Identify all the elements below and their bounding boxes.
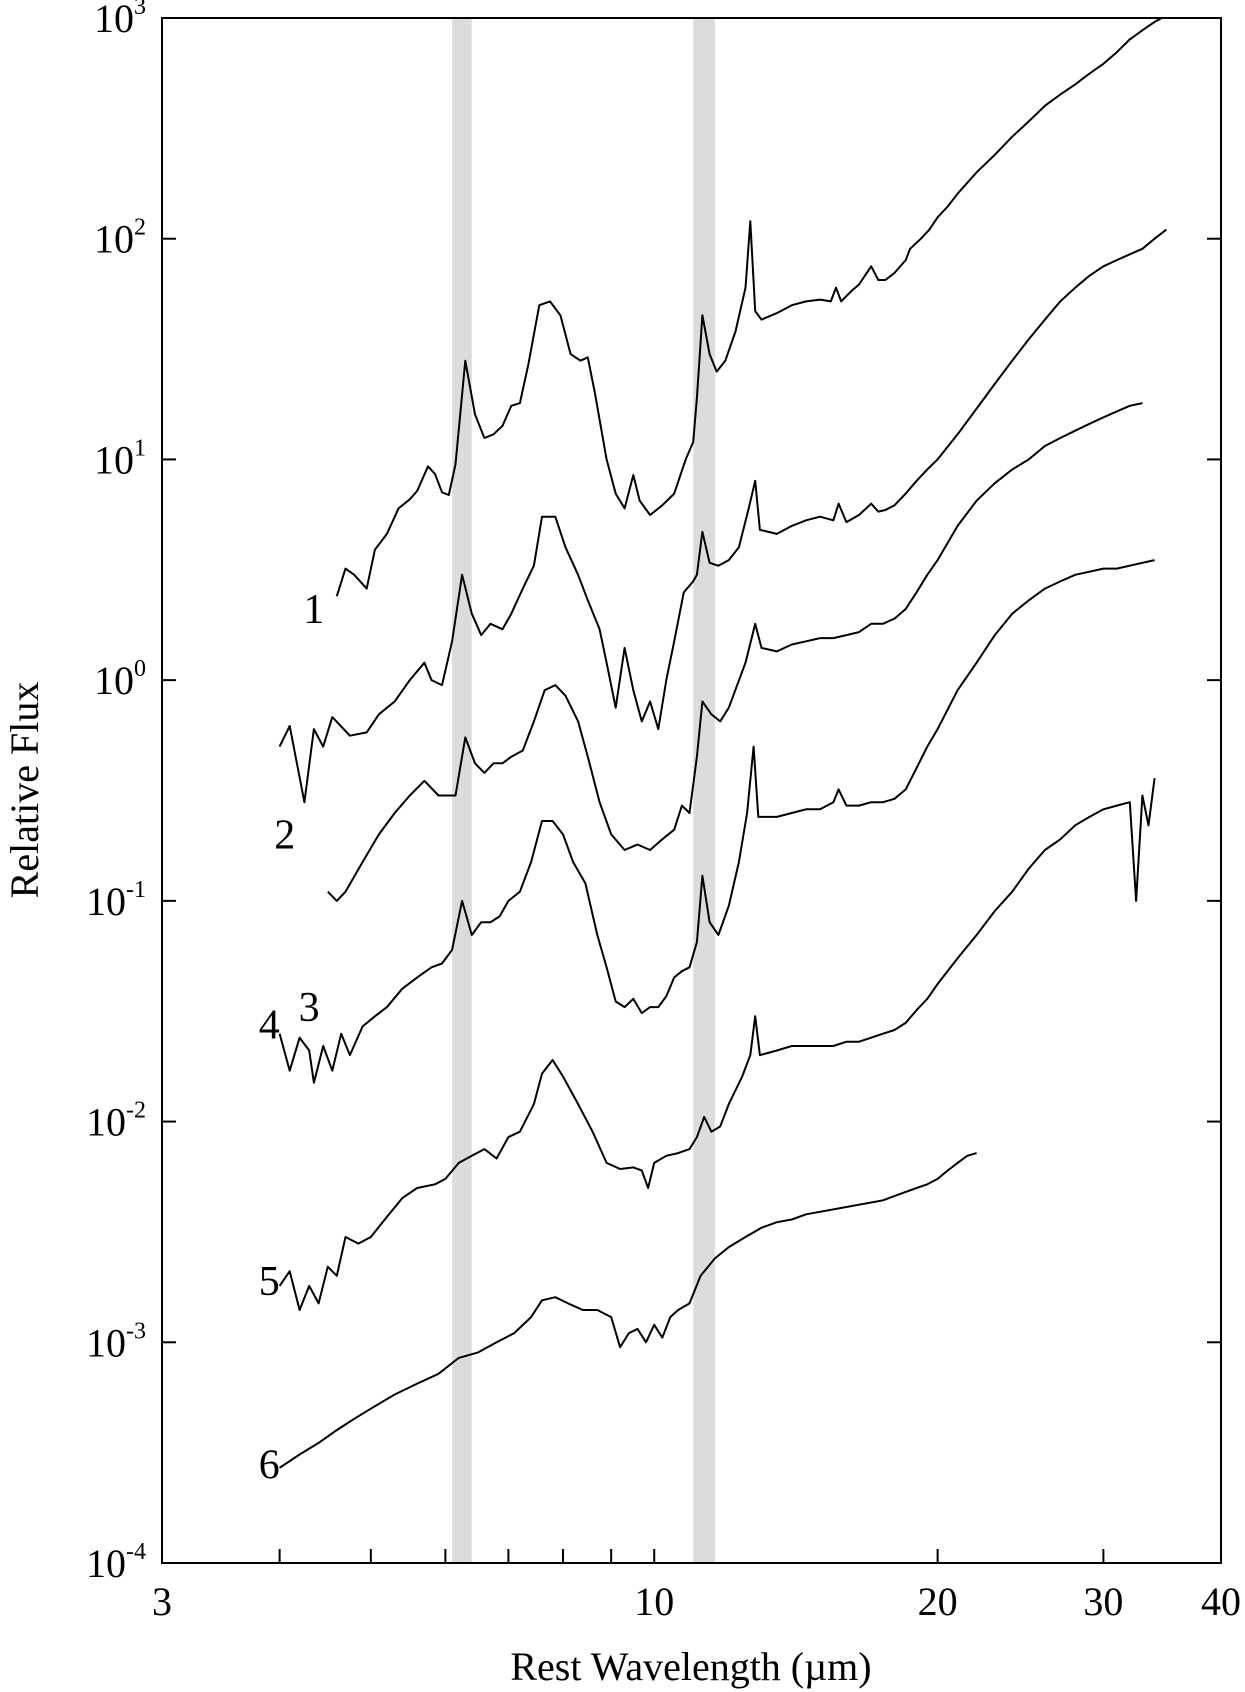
y-tick-label: 10-1 <box>86 877 146 924</box>
y-tick-label: 101 <box>94 435 146 482</box>
series-line-2 <box>278 228 1168 804</box>
band-1 <box>452 19 472 1562</box>
highlight-bands <box>452 19 715 1562</box>
band-2 <box>693 19 715 1562</box>
x-axis-ticks: 3 10 20 30 40 <box>152 1549 1241 1624</box>
y-tick-label: 103 <box>94 0 146 41</box>
x-tick-label: 40 <box>1201 1579 1241 1624</box>
series-line-1 <box>335 17 1163 597</box>
plot-frame <box>161 17 1222 1564</box>
series-label-6: 6 <box>259 1442 280 1488</box>
y-axis-ticks: 10-4 10-3 10-2 10-1 100 101 102 103 <box>86 0 1221 1586</box>
series-label-4: 4 <box>259 1003 280 1049</box>
series-line-3 <box>327 402 1143 902</box>
y-tick-label: 102 <box>94 215 146 262</box>
series-line-4 <box>278 559 1155 1084</box>
series-label-5: 5 <box>259 1259 280 1305</box>
x-tick-label: 20 <box>918 1579 958 1624</box>
x-axis-title: Rest Wavelength (µm) <box>510 1644 871 1689</box>
y-axis-title: Relative Flux <box>2 682 47 899</box>
y-tick-label: 10-4 <box>86 1539 146 1586</box>
series-label-1: 1 <box>303 587 324 633</box>
y-tick-label: 10-3 <box>86 1318 146 1365</box>
y-tick-label: 100 <box>94 656 146 703</box>
y-tick-label: 10-2 <box>86 1098 146 1145</box>
x-tick-label: 10 <box>634 1579 674 1624</box>
x-tick-label: 30 <box>1083 1579 1123 1624</box>
series-line-6 <box>279 1152 977 1469</box>
series-line-5 <box>278 777 1156 1311</box>
x-tick-label: 3 <box>152 1579 172 1624</box>
series-group: 1 2 34 5 6 <box>259 17 1168 1488</box>
series-label-2: 2 <box>274 812 295 858</box>
series-label-3: 3 <box>299 985 320 1031</box>
